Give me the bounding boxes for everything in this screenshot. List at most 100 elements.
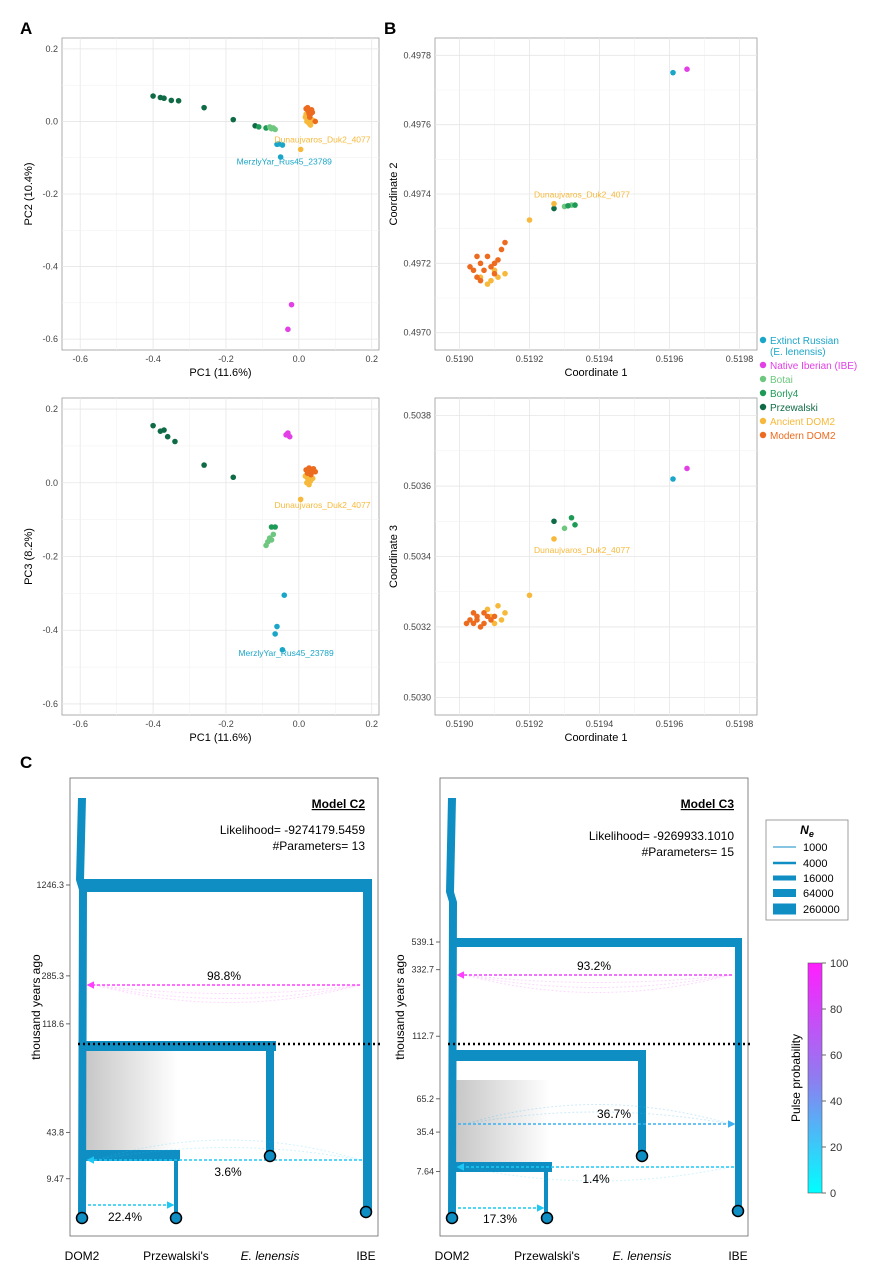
przewalski-lineage: [174, 1150, 178, 1216]
data-point: [551, 518, 557, 525]
data-point: [272, 126, 278, 133]
data-point: [495, 257, 501, 263]
data-point: [268, 537, 275, 543]
data-point: [312, 468, 319, 475]
data-point: [255, 124, 262, 130]
y-tick-label: -0.2: [42, 189, 58, 199]
data-point: [477, 624, 484, 630]
legend-swatch: [759, 417, 767, 425]
data-point: [168, 97, 175, 104]
point-annotation: Dunaujvaros_Duk2_4077: [275, 134, 371, 144]
data-point: [481, 267, 487, 274]
y-tick-label: 0.5034: [403, 552, 431, 562]
legend-label: Przewalski: [770, 403, 818, 414]
legend-label: Borly4: [770, 389, 799, 400]
legend-label: Modern DOM2: [770, 431, 836, 442]
legend-swatch: [759, 403, 767, 411]
data-point: [312, 118, 319, 125]
model-c2-diagram: Model C2 Likelihood= -9274179.5459 #Para…: [29, 777, 380, 1263]
x-tick-label: 0.5198: [726, 719, 754, 729]
pulse-spread-cyan: [94, 1139, 361, 1161]
data-point: [491, 270, 498, 277]
data-point: [277, 154, 284, 160]
x-tick-label: 0.5190: [446, 719, 474, 729]
model-title: Model C2: [312, 797, 366, 811]
data-point: [467, 617, 473, 623]
data-point: [495, 603, 501, 609]
lenensis-split-branch: [454, 1050, 646, 1061]
data-point: [551, 536, 557, 542]
data-point: [288, 301, 295, 308]
time-tick-label: 9.47: [46, 1174, 64, 1184]
y-tick-label: -0.2: [42, 552, 58, 562]
x-tick-label: 0.5196: [656, 354, 684, 364]
x-tick-label: 0.5198: [726, 354, 754, 364]
data-point: [568, 514, 575, 521]
data-point: [470, 620, 477, 627]
x-tick-label: -0.6: [72, 719, 88, 729]
data-point: [498, 617, 505, 623]
x-tick-label: 0.5194: [586, 719, 614, 729]
data-point: [551, 200, 557, 207]
data-point: [502, 270, 508, 277]
data-point: [502, 610, 508, 616]
data-point: [477, 277, 484, 284]
y-axis-label: thousand years ago: [29, 954, 43, 1060]
data-point: [304, 470, 311, 476]
sample-node-ibe: [731, 1204, 745, 1218]
x-tick-label: 0.2: [365, 354, 378, 364]
data-point: [684, 465, 690, 472]
data-point: [488, 264, 494, 270]
data-point: [201, 104, 207, 111]
y-tick-label: 0.4974: [403, 189, 431, 199]
point-annotation: Dunaujvaros_Duk2_4077: [534, 545, 630, 555]
przewalski-lineage: [544, 1162, 548, 1214]
data-point: [297, 496, 304, 503]
colorbar-tick-label: 40: [830, 1096, 842, 1108]
colorbar-tick-label: 0: [830, 1188, 836, 1200]
data-point: [481, 620, 487, 627]
panel-label-a: A: [20, 19, 32, 38]
taxon-label-przewalski: Przewalski's: [514, 1249, 580, 1263]
dom2-lineage: [446, 798, 457, 1216]
model-likelihood: Likelihood= -9274179.5459: [220, 823, 365, 837]
point-annotation: Dunaujvaros_Duk2_4077: [534, 189, 630, 199]
legend-swatch: [759, 375, 767, 383]
model-frame: [439, 777, 749, 1237]
taxon-label-dom2: DOM2: [435, 1249, 470, 1263]
x-tick-label: -0.2: [218, 719, 234, 729]
taxon-label-przewalski: Przewalski's: [143, 1249, 209, 1263]
data-point: [470, 610, 477, 616]
ibe-split-branch: [454, 938, 740, 947]
pulse-probability-colorbar: Pulse probability 100 80 60 40 20 0: [789, 958, 848, 1200]
y-tick-label: -0.6: [42, 334, 58, 344]
legend-swatch: [759, 431, 767, 439]
point-annotation: Dunaujvaros_Duk2_4077: [275, 500, 371, 510]
model-likelihood: Likelihood= -9269933.1010: [589, 829, 734, 843]
x-tick-label: -0.2: [218, 354, 234, 364]
taxon-label-ibe: IBE: [356, 1249, 375, 1263]
ne-legend-value: 1000: [803, 842, 827, 854]
dom2-lineage: [76, 798, 87, 1218]
data-point: [670, 476, 676, 482]
x-axis-label: Coordinate 1: [565, 367, 628, 379]
x-tick-label: -0.4: [145, 719, 161, 729]
sample-node-lenensis: [263, 1149, 277, 1163]
data-point: [684, 66, 690, 72]
data-point: [307, 122, 314, 128]
data-point: [572, 202, 578, 208]
x-axis-label: Coordinate 1: [565, 732, 628, 744]
y-axis-label: PC2 (10.4%): [23, 163, 35, 226]
sample-node-ibe: [359, 1205, 373, 1219]
data-point: [309, 109, 316, 116]
y-tick-label: -0.4: [42, 262, 58, 272]
mds-coord1-coord2-plot: 0.5190 0.5192 0.5194 0.5196 0.5198 0.4978 0.49…: [388, 37, 758, 379]
przewalski-split-branch: [84, 1150, 180, 1161]
data-point: [230, 474, 237, 481]
pulse-label: 93.2%: [577, 959, 611, 973]
legend-swatch: [759, 361, 767, 369]
y-tick-label: 0.5038: [403, 411, 431, 421]
pulse-spread-blue: [464, 1104, 731, 1125]
data-point: [491, 613, 498, 620]
lenensis-lineage: [638, 1050, 646, 1154]
